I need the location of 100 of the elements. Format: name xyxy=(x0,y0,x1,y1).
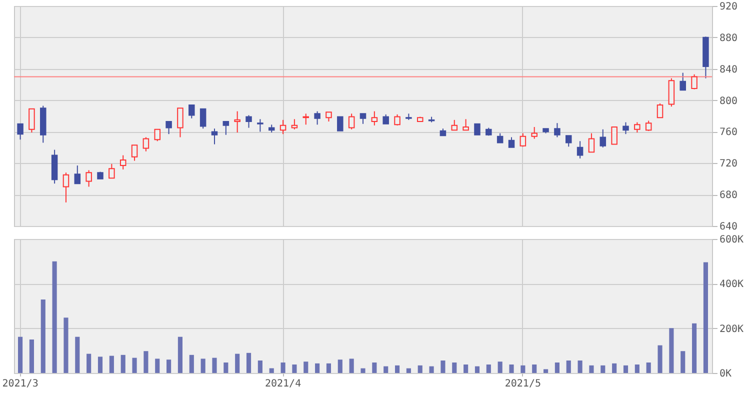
candlestick xyxy=(280,119,286,135)
candlestick xyxy=(348,113,355,130)
y-tick-label: 800 xyxy=(720,96,738,107)
bar xyxy=(338,360,342,373)
y-tick-label: 600K xyxy=(720,234,744,246)
candlestick xyxy=(462,118,469,131)
y-tick-label: 640 xyxy=(720,222,738,232)
candlestick xyxy=(120,154,126,170)
bar xyxy=(658,345,662,373)
candlestick xyxy=(166,121,172,135)
bar xyxy=(486,364,491,373)
y-tick-label: 920 xyxy=(720,2,738,12)
bar xyxy=(98,356,103,373)
bar xyxy=(109,356,114,373)
bar xyxy=(703,262,708,373)
bar xyxy=(258,360,262,373)
bar xyxy=(304,362,308,373)
candlestick xyxy=(17,123,24,140)
bar xyxy=(384,366,388,373)
bar xyxy=(200,358,206,373)
bar xyxy=(612,363,617,373)
candlestick xyxy=(131,144,138,162)
bar xyxy=(155,358,160,373)
x-tick-label: 2021/5 xyxy=(504,378,541,390)
candlestick xyxy=(656,102,664,118)
candlestick xyxy=(394,114,400,126)
bar xyxy=(418,365,422,373)
bar xyxy=(509,364,514,373)
bar xyxy=(464,364,468,373)
y-tick-label: 840 xyxy=(720,64,738,76)
bar xyxy=(623,365,628,373)
y-tick-label: 880 xyxy=(720,32,738,44)
candlestick xyxy=(645,120,652,132)
bar xyxy=(315,363,320,373)
bar xyxy=(326,363,332,373)
candlestick xyxy=(86,170,92,188)
candlestick xyxy=(451,119,458,131)
bar xyxy=(692,323,697,373)
candlestick xyxy=(496,132,504,144)
candlestick xyxy=(680,72,686,91)
y-tick-label: 0K xyxy=(720,368,732,380)
bar xyxy=(224,362,228,373)
bar xyxy=(246,352,252,373)
x-tick-label: 2021/4 xyxy=(264,378,302,390)
bar xyxy=(360,368,366,373)
candlestick xyxy=(200,108,206,130)
bar xyxy=(372,362,377,373)
candlestick xyxy=(668,78,675,108)
candlestick xyxy=(634,122,640,133)
candlestick xyxy=(108,163,115,179)
bar xyxy=(18,336,23,373)
bar xyxy=(144,351,148,373)
bar xyxy=(52,261,57,373)
y-tick-label: 720 xyxy=(720,158,738,170)
candlestick xyxy=(508,136,515,148)
candlestick xyxy=(474,123,480,136)
candlestick xyxy=(28,108,35,133)
candlestick xyxy=(360,113,366,124)
bar xyxy=(178,336,182,373)
bar xyxy=(566,360,571,373)
candlestick xyxy=(622,122,629,135)
candlestick xyxy=(154,128,160,142)
bar xyxy=(406,368,411,373)
candlestick xyxy=(382,114,389,124)
bar xyxy=(589,365,594,373)
candlestick xyxy=(142,136,150,152)
bar xyxy=(120,354,126,373)
candlestick xyxy=(576,140,584,159)
bar xyxy=(292,364,297,373)
bar xyxy=(452,362,457,373)
bar xyxy=(554,362,560,373)
y-tick-label: 400K xyxy=(720,279,744,290)
candlestick xyxy=(177,108,184,138)
candlestick xyxy=(600,128,606,148)
bar xyxy=(600,365,606,373)
bar xyxy=(349,358,354,373)
bar xyxy=(532,364,537,373)
candlestick xyxy=(246,114,252,128)
candlestick xyxy=(74,165,81,184)
candlestick xyxy=(222,121,230,136)
candlestick xyxy=(326,112,332,122)
y-tick-label: 680 xyxy=(720,190,738,202)
bar xyxy=(578,360,582,373)
bar xyxy=(544,369,548,373)
candlestick xyxy=(520,132,526,148)
candlestick xyxy=(566,135,572,148)
candlestick xyxy=(337,116,344,132)
bar xyxy=(189,354,194,373)
bar xyxy=(86,354,92,373)
candlestick xyxy=(588,132,595,153)
candlestick xyxy=(62,172,70,203)
candlestick xyxy=(611,126,618,145)
bar xyxy=(680,351,686,373)
candlestick xyxy=(554,122,560,138)
bar xyxy=(75,336,80,373)
candlestick xyxy=(211,128,218,145)
bar xyxy=(474,366,480,373)
bar xyxy=(132,358,137,373)
candlestick xyxy=(257,118,264,132)
candlestick xyxy=(314,110,320,126)
